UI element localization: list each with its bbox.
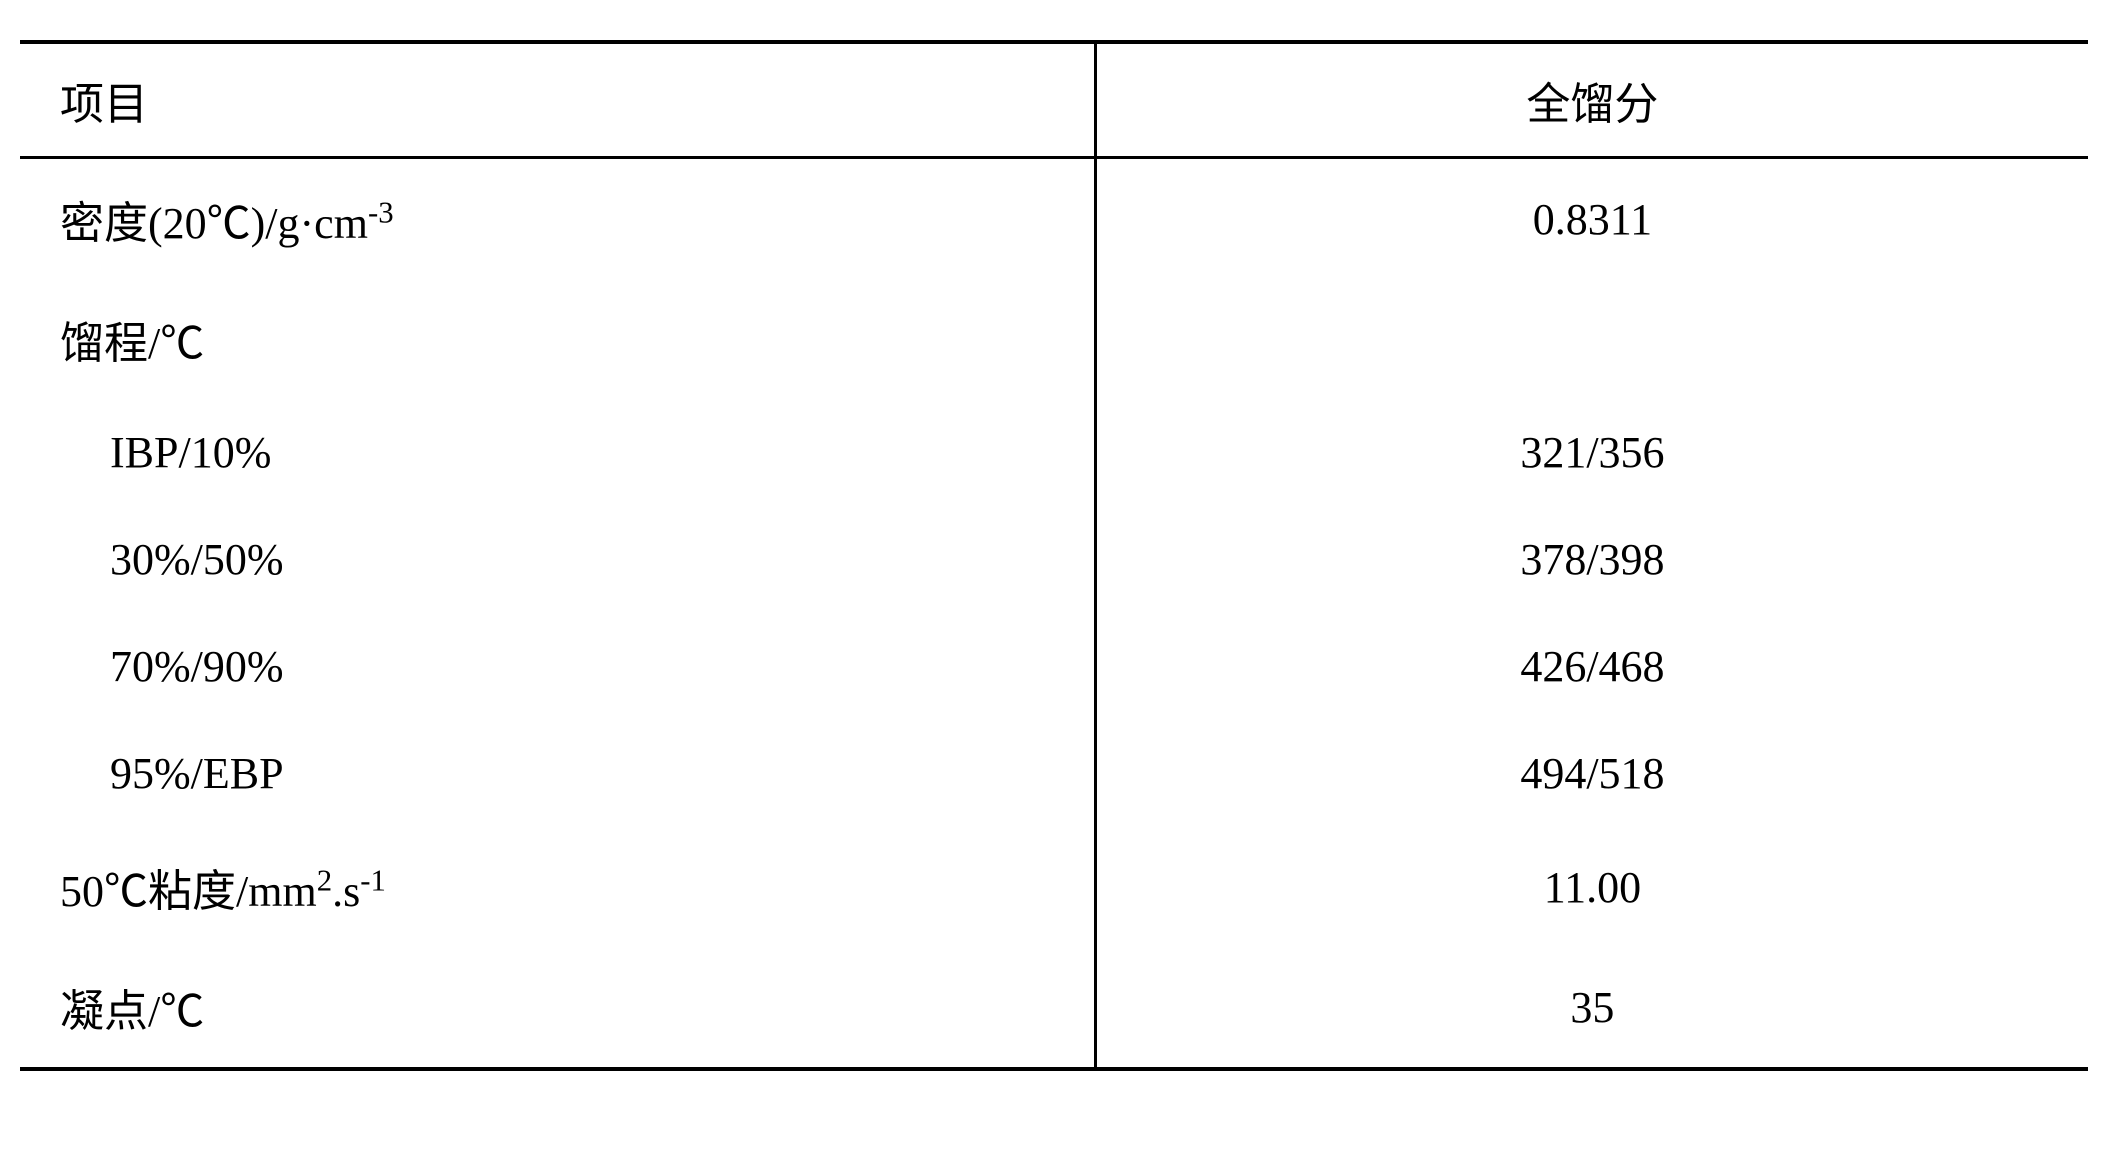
table-body: 密度(20℃)/g·cm-3 0.8311 馏程/℃ IBP/10% 321/3… [20, 158, 2088, 1070]
table-row: 凝点/℃ 35 [20, 947, 2088, 1069]
cell-value: 321/356 [1095, 399, 2088, 506]
cell-item: 密度(20℃)/g·cm-3 [20, 158, 1095, 280]
table-row: 50℃粘度/mm2.s-1 11.00 [20, 827, 2088, 947]
cell-value: 494/518 [1095, 720, 2088, 827]
table-row: 95%/EBP 494/518 [20, 720, 2088, 827]
table-row: 30%/50% 378/398 [20, 506, 2088, 613]
column-header-item: 项目 [20, 42, 1095, 158]
cell-value: 378/398 [1095, 506, 2088, 613]
properties-table-container: 项目 全馏分 密度(20℃)/g·cm-3 0.8311 馏程/℃ IBP/10… [20, 40, 2088, 1071]
table-row: 馏程/℃ [20, 279, 2088, 399]
table-row: 70%/90% 426/468 [20, 613, 2088, 720]
cell-value [1095, 279, 2088, 399]
table-header-row: 项目 全馏分 [20, 42, 2088, 158]
column-header-value: 全馏分 [1095, 42, 2088, 158]
cell-item: 70%/90% [20, 613, 1095, 720]
cell-item: 凝点/℃ [20, 947, 1095, 1069]
cell-value: 11.00 [1095, 827, 2088, 947]
cell-item: 30%/50% [20, 506, 1095, 613]
cell-value: 426/468 [1095, 613, 2088, 720]
table-row: IBP/10% 321/356 [20, 399, 2088, 506]
cell-value: 35 [1095, 947, 2088, 1069]
properties-table: 项目 全馏分 密度(20℃)/g·cm-3 0.8311 馏程/℃ IBP/10… [20, 40, 2088, 1071]
cell-item: 95%/EBP [20, 720, 1095, 827]
cell-item: 馏程/℃ [20, 279, 1095, 399]
cell-item: IBP/10% [20, 399, 1095, 506]
table-row: 密度(20℃)/g·cm-3 0.8311 [20, 158, 2088, 280]
cell-item: 50℃粘度/mm2.s-1 [20, 827, 1095, 947]
cell-value: 0.8311 [1095, 158, 2088, 280]
